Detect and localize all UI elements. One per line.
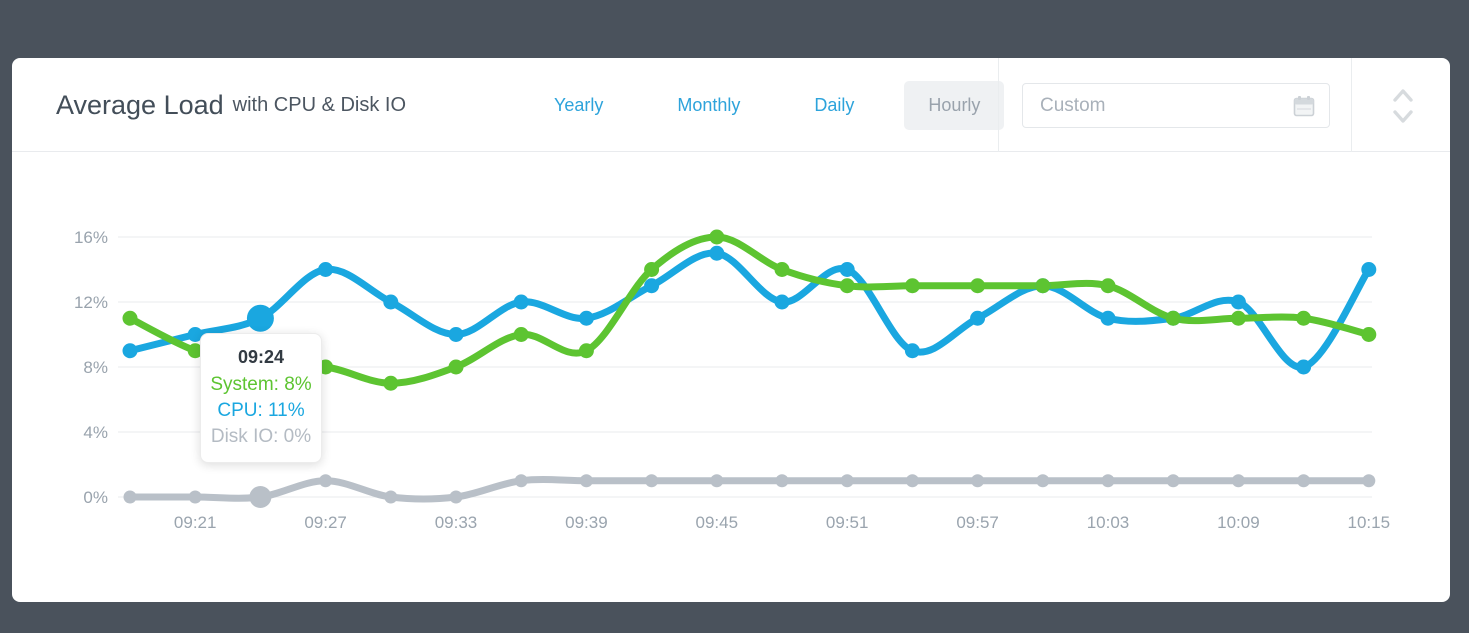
- data-point-system[interactable]: [122, 310, 138, 326]
- line-chart: 0% 4% 8% 12% 16% 09:21 09:27 09:33 09:39 09:45 09:…: [74, 228, 1391, 532]
- data-point-cpu[interactable]: [970, 310, 986, 326]
- collapse-control[interactable]: [1388, 86, 1418, 126]
- x-tick-label: 09:57: [956, 513, 999, 532]
- data-point-disk-io[interactable]: [514, 474, 528, 488]
- chevron-up-down-icon: [1393, 89, 1413, 123]
- data-point-cpu[interactable]: [383, 294, 399, 310]
- tooltip-time: 09:24: [237, 347, 285, 367]
- data-point-system[interactable]: [1100, 278, 1116, 294]
- data-point-system[interactable]: [513, 327, 529, 342]
- x-tick-label: 09:51: [826, 513, 869, 532]
- custom-date-field[interactable]: [1022, 83, 1330, 128]
- data-point-cpu[interactable]: [839, 262, 855, 277]
- y-tick-label: 12%: [74, 293, 108, 312]
- tooltip-row-cpu: CPU: 11%: [217, 400, 305, 421]
- data-point-disk-io[interactable]: [775, 474, 789, 488]
- card-header: Average Load with CPU & Disk IO Yearly Mo…: [12, 58, 1450, 152]
- data-point-cpu[interactable]: [122, 343, 138, 359]
- y-tick-label: 16%: [74, 228, 108, 247]
- data-point-disk-io[interactable]: [1101, 474, 1115, 488]
- x-tick-label: 10:09: [1217, 513, 1260, 532]
- page-title: Average Load: [56, 89, 224, 120]
- x-tick-label: 09:45: [696, 513, 739, 532]
- x-tick-label: 09:39: [565, 513, 608, 532]
- data-point-disk-io[interactable]: [710, 474, 724, 488]
- data-point-cpu[interactable]: [774, 294, 790, 310]
- data-point-system[interactable]: [1296, 310, 1312, 326]
- card-title-wrap: Average Load with CPU & Disk IO: [56, 58, 406, 152]
- x-tick-label: 09:21: [174, 513, 217, 532]
- data-point-cpu[interactable]: [318, 262, 334, 277]
- page-subtitle: with CPU & Disk IO: [232, 93, 407, 116]
- x-tick-label: 10:15: [1348, 513, 1391, 532]
- data-point-disk-io[interactable]: [249, 486, 272, 508]
- data-point-system[interactable]: [1165, 310, 1181, 326]
- data-point-system[interactable]: [383, 375, 399, 391]
- data-point-system[interactable]: [578, 343, 594, 359]
- data-point-cpu[interactable]: [1361, 262, 1377, 277]
- data-point-disk-io[interactable]: [1231, 474, 1245, 488]
- data-point-cpu[interactable]: [1100, 310, 1116, 326]
- data-point-system[interactable]: [709, 229, 725, 245]
- data-point-system[interactable]: [1230, 310, 1246, 326]
- data-point-disk-io[interactable]: [1166, 474, 1180, 488]
- data-point-system[interactable]: [644, 262, 660, 277]
- data-point-cpu[interactable]: [709, 245, 725, 261]
- tooltip-row-disk-io: Disk IO: 0%: [210, 426, 312, 447]
- data-point-cpu[interactable]: [644, 278, 660, 294]
- data-point-disk-io[interactable]: [319, 474, 333, 488]
- data-point-cpu[interactable]: [904, 343, 920, 359]
- header-divider-2: [1351, 58, 1352, 152]
- y-tick-label: 8%: [83, 358, 108, 377]
- data-point-system[interactable]: [187, 343, 203, 359]
- data-point-disk-io[interactable]: [449, 490, 463, 504]
- range-tabs: Yearly Monthly Daily Hourly: [517, 58, 1017, 152]
- data-point-disk-io[interactable]: [645, 474, 659, 488]
- y-tick-label: 0%: [83, 488, 108, 507]
- data-point-system[interactable]: [839, 278, 855, 294]
- custom-date-input[interactable]: [1023, 84, 1329, 127]
- data-point-disk-io[interactable]: [384, 490, 398, 504]
- data-point-cpu[interactable]: [513, 294, 529, 310]
- data-point-system[interactable]: [904, 278, 920, 294]
- data-point-disk-io[interactable]: [1362, 474, 1376, 488]
- series-line-disk-io: [126, 476, 1373, 503]
- data-point-system[interactable]: [448, 359, 464, 375]
- data-point-cpu[interactable]: [578, 310, 594, 326]
- data-point-cpu[interactable]: [246, 304, 274, 332]
- data-point-disk-io[interactable]: [188, 490, 202, 504]
- data-point-cpu[interactable]: [1296, 359, 1312, 375]
- tab-hourly[interactable]: Hourly: [904, 80, 1005, 130]
- data-point-cpu[interactable]: [1230, 294, 1246, 310]
- data-point-cpu[interactable]: [448, 327, 464, 342]
- tab-yearly[interactable]: Yearly: [530, 81, 627, 130]
- data-point-disk-io[interactable]: [123, 490, 137, 504]
- y-tick-label: 4%: [83, 423, 108, 442]
- header-divider-1: [998, 58, 999, 152]
- x-tick-label: 09:33: [435, 513, 478, 532]
- data-point-disk-io[interactable]: [840, 474, 854, 488]
- tooltip-rows: System: 8% CPU: 11% Disk IO: 0%: [201, 372, 321, 450]
- data-point-disk-io[interactable]: [1297, 474, 1311, 488]
- tooltip-row-system: System: 8%: [210, 374, 312, 395]
- data-point-system[interactable]: [970, 278, 986, 294]
- chart-area: 0% 4% 8% 12% 16% 09:21 09:27 09:33 09:39 09:45 09:…: [12, 153, 1450, 601]
- data-point-system[interactable]: [774, 262, 790, 277]
- x-tick-label: 09:27: [304, 513, 347, 532]
- data-point-system[interactable]: [1035, 278, 1051, 294]
- data-point-disk-io[interactable]: [905, 474, 919, 488]
- data-point-cpu[interactable]: [187, 327, 203, 342]
- x-tick-label: 10:03: [1087, 513, 1130, 532]
- data-point-disk-io[interactable]: [1036, 474, 1050, 488]
- tab-daily[interactable]: Daily: [790, 81, 878, 130]
- data-point-disk-io[interactable]: [579, 474, 593, 488]
- calendar-icon[interactable]: [1293, 95, 1315, 117]
- chart-tooltip: 09:24 System: 8% CPU: 11% Disk IO: 0%: [200, 333, 322, 463]
- data-point-system[interactable]: [1361, 327, 1377, 342]
- tab-monthly[interactable]: Monthly: [653, 81, 764, 130]
- chart-card: Average Load with CPU & Disk IO Yearly Mo…: [12, 58, 1450, 602]
- data-point-disk-io[interactable]: [971, 474, 985, 488]
- series-line-system: [126, 233, 1373, 387]
